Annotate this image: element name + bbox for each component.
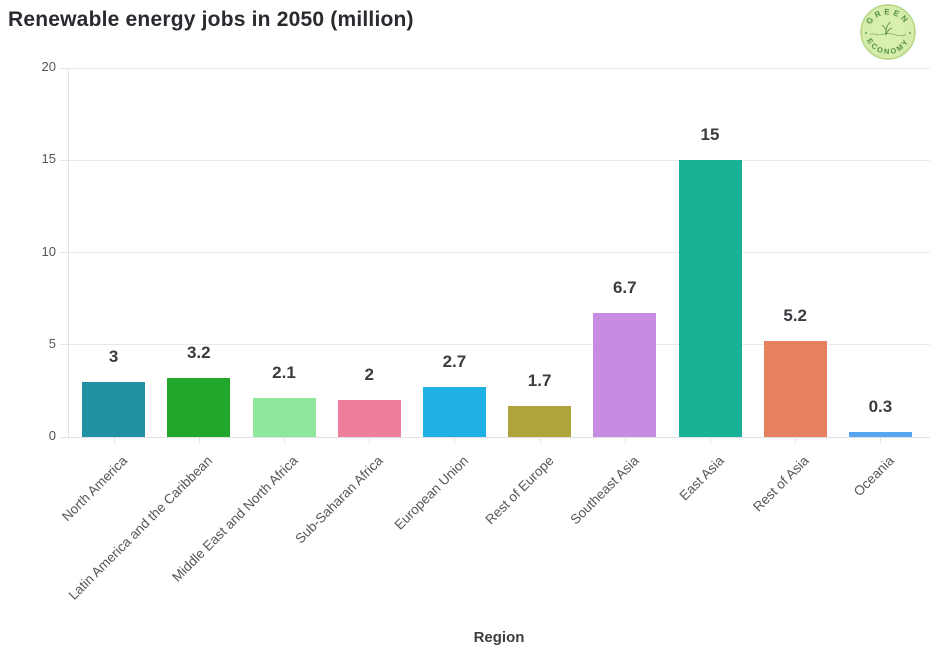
y-tick-label: 10 [41, 243, 56, 259]
x-tick-mark [113, 438, 115, 443]
y-axis-line [68, 68, 69, 437]
chart-title: Renewable energy jobs in 2050 (million) [8, 8, 414, 31]
x-tick-mark [284, 438, 285, 443]
bar-value-label: 3.2 [186, 343, 211, 362]
green-economy-logo: GREEN ECONOMY [860, 4, 916, 60]
x-tick-label: Rest of Asia [750, 453, 812, 515]
bar-european-union[interactable] [422, 387, 486, 437]
bar-southeast-asia[interactable] [593, 313, 657, 437]
y-tick-label: 15 [41, 151, 56, 167]
y-tick-mark [61, 67, 68, 69]
x-tick-mark [198, 438, 200, 443]
y-tick-mark [61, 436, 68, 438]
bar-value-label: 15 [700, 125, 720, 145]
bar-middle-east-and-north-africa[interactable] [252, 398, 316, 437]
y-tick-mark [61, 252, 68, 253]
x-tick-label: Latin America and the Caribbean [65, 453, 216, 603]
bar-latin-america-and-the-caribbean[interactable] [167, 378, 231, 437]
gridline [68, 344, 930, 346]
x-tick-label: Rest of Europe [481, 453, 557, 528]
bar-oceania[interactable] [848, 431, 912, 437]
x-tick-mark [369, 438, 371, 443]
bar-value-label: 2 [364, 365, 374, 385]
x-tick-label: European Union [391, 453, 472, 533]
x-tick-label: Sub-Saharan Africa [292, 453, 386, 547]
y-tick-mark [61, 344, 68, 346]
bar-value-label: 6.7 [612, 278, 637, 298]
x-tick-mark [795, 438, 797, 443]
x-tick-label: North America [59, 453, 131, 525]
gridline [68, 159, 930, 161]
y-tick-label: 20 [41, 59, 56, 74]
bar-value-label: 2.1 [272, 363, 296, 383]
bar-rest-of-asia[interactable] [763, 341, 827, 437]
logo-right-dot [909, 32, 911, 34]
y-tick-label: 5 [48, 335, 56, 351]
gridline [68, 67, 930, 69]
bar-value-label: 0.3 [868, 396, 893, 416]
bar-value-label: 5.2 [783, 306, 807, 326]
bar-rest-of-europe[interactable] [508, 405, 572, 437]
y-tick-mark [61, 159, 68, 161]
bar-value-label: 3 [108, 346, 119, 366]
x-tick-mark [880, 438, 882, 443]
bar-north-america[interactable] [82, 381, 146, 437]
logo-inner-disc [872, 16, 904, 48]
x-tick-mark [710, 438, 711, 443]
x-tick-mark [624, 438, 626, 443]
x-tick-label: Oceania [850, 453, 898, 500]
plant-sketch-icon [882, 22, 893, 36]
logo-left-dot [865, 32, 867, 34]
bar-east-asia[interactable] [678, 160, 742, 438]
x-tick-mark [454, 438, 456, 443]
x-tick-mark [539, 438, 541, 443]
x-tick-label: Southeast Asia [567, 453, 642, 528]
bar-sub-saharan-africa[interactable] [337, 400, 401, 437]
bar-value-label: 1.7 [527, 370, 552, 390]
logo-wave-line [869, 33, 907, 36]
x-tick-label: East Asia [676, 453, 727, 504]
x-axis-line [68, 437, 930, 438]
gridline [68, 252, 930, 253]
x-axis-title: Region [473, 629, 525, 646]
y-tick-label: 0 [48, 428, 56, 443]
bar-value-label: 2.7 [442, 352, 467, 372]
